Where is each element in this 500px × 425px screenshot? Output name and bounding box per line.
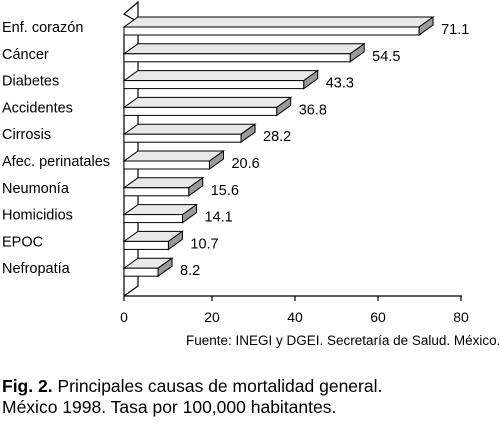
category-label-4: Accidentes — [2, 100, 73, 116]
figure-caption: Fig. 2. Principales causas de mortalidad… — [2, 376, 382, 418]
chart-bars — [122, 16, 435, 278]
value-label-10: 8.2 — [180, 263, 200, 279]
bar-front-face — [123, 267, 159, 277]
category-label-1: Enf. corazón — [2, 20, 83, 36]
x-tick-label-80: 80 — [453, 309, 469, 325]
category-label-9: EPOC — [2, 234, 43, 250]
chart-labels: Enf. corazón 71.1 Cáncer 54.5 Diabetes 43.3 Ac… — [2, 20, 469, 279]
bar-8 — [122, 203, 199, 224]
bar-7 — [122, 176, 205, 197]
value-label-3: 43.3 — [326, 76, 354, 92]
bar-4 — [122, 96, 293, 117]
value-label-2: 54.5 — [372, 49, 400, 65]
bar-front-face — [123, 80, 305, 90]
bar-front-face — [123, 106, 278, 116]
value-label-6: 20.6 — [231, 156, 259, 172]
value-label-5: 28.2 — [263, 129, 291, 145]
bar-front-face — [123, 133, 242, 143]
bar-top-face — [122, 150, 226, 162]
category-label-2: Cáncer — [2, 47, 49, 63]
bar-front-face — [123, 240, 169, 250]
bar-9 — [122, 230, 184, 251]
bar-1 — [122, 16, 435, 36]
category-label-3: Diabetes — [2, 74, 59, 90]
bar-front-face — [123, 160, 210, 170]
caption-line-2: México 1998. Tasa por 100,000 habitantes… — [2, 397, 337, 417]
bar-chart: 0 20 40 60 80 Enf. corazón 71.1 Cáncer 54.5 Diab… — [2, 0, 469, 325]
bar-top-face — [122, 16, 435, 28]
value-label-1: 71.1 — [441, 22, 469, 38]
bar-top-face — [122, 70, 320, 82]
category-label-8: Homicidios — [2, 208, 73, 224]
category-label-6: Afec. perinatales — [2, 154, 110, 170]
bar-10 — [122, 257, 174, 278]
category-label-5: Cirrosis — [2, 127, 51, 143]
bar-5 — [122, 123, 257, 144]
caption-text-1: Principales causas de mortalidad general… — [57, 376, 383, 396]
bar-6 — [122, 150, 226, 170]
figure-label: Fig. 2. — [2, 376, 53, 396]
value-label-9: 10.7 — [190, 236, 218, 252]
category-label-7: Neumonía — [2, 181, 70, 197]
bar-top-face — [122, 43, 366, 55]
bar-front-face — [123, 187, 190, 197]
bar-top-face — [122, 96, 293, 108]
value-label-7: 15.6 — [211, 183, 239, 199]
value-label-8: 14.1 — [205, 210, 233, 226]
caption-line-1: Fig. 2. Principales causas de mortalidad… — [2, 376, 382, 397]
bar-front-face — [123, 53, 351, 63]
x-tick-label-40: 40 — [287, 309, 303, 325]
bar-top-face — [122, 123, 257, 135]
bar-front-face — [123, 26, 420, 36]
value-label-4: 36.8 — [299, 102, 327, 118]
x-tick-label-0: 0 — [120, 309, 128, 325]
x-tick-label-60: 60 — [370, 309, 386, 325]
x-tick-label-20: 20 — [204, 309, 220, 325]
bar-3 — [122, 69, 320, 90]
bar-2 — [122, 42, 366, 63]
chart-source: Fuente: INEGI y DGEI. Secretaría de Salu… — [186, 333, 500, 348]
category-label-10: Nefropatía — [2, 261, 71, 277]
bar-front-face — [123, 214, 184, 224]
